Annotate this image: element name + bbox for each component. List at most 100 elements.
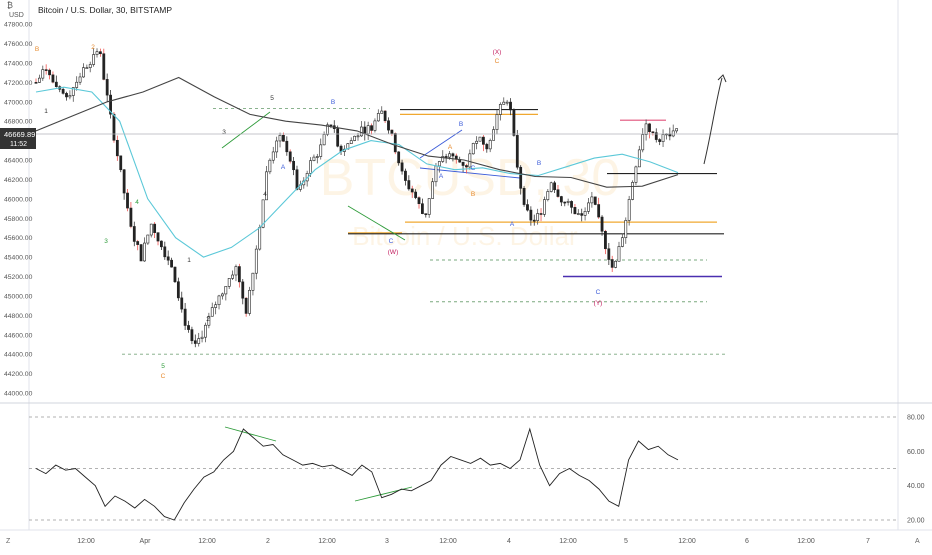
candle-body [519, 166, 523, 189]
candle-body [275, 140, 279, 153]
log-scale-toggle[interactable]: Z [6, 538, 11, 545]
candle [526, 199, 529, 212]
time-axis[interactable]: 12:00 Apr 12:00 2 12:00 3 12:00 4 12:00 5 12:00 6 12… [77, 538, 870, 545]
candle [427, 198, 431, 218]
candle [187, 320, 190, 333]
candle-body [51, 74, 55, 83]
candle-body [156, 232, 160, 242]
candle [153, 222, 157, 239]
candle [353, 135, 357, 142]
candle-body [410, 188, 414, 193]
candle-body [614, 260, 618, 268]
candle-body [68, 95, 72, 98]
candle [420, 198, 424, 215]
candle [112, 111, 116, 143]
ma-slow-line [35, 76, 679, 188]
candle [593, 196, 597, 206]
candle-body [102, 53, 106, 80]
time-tick-label: 3 [385, 538, 389, 545]
candle-body [112, 113, 116, 141]
candle-body [383, 110, 387, 122]
candle [122, 169, 126, 200]
wave-label: (W) [388, 249, 398, 256]
candle [65, 91, 68, 101]
trendline[interactable] [419, 129, 463, 159]
candle-body [292, 160, 296, 171]
candle-body [227, 278, 231, 287]
candle [265, 166, 268, 201]
candle-body [200, 336, 204, 339]
symbol-title[interactable]: Bitcoin / U.S. Dollar, 30, BITSTAMP [38, 5, 172, 15]
candle [648, 122, 651, 139]
price-tick-label: 47800.00 [4, 22, 33, 29]
candle-body [285, 140, 289, 153]
candle-body [282, 134, 285, 142]
candle-body [376, 113, 380, 122]
candle-body [543, 199, 546, 215]
candle [407, 175, 411, 191]
time-tick-label: 12:00 [198, 538, 216, 545]
price-tick-label: 45200.00 [4, 274, 33, 281]
candle-body [556, 189, 560, 197]
candle-body [251, 272, 255, 291]
candle [319, 138, 323, 160]
candle [492, 126, 495, 141]
candle-body [485, 144, 489, 150]
candle [295, 165, 299, 191]
candle-body [143, 242, 146, 262]
projection-arrow[interactable] [703, 74, 727, 165]
candle [75, 76, 79, 91]
trendline[interactable] [221, 111, 271, 149]
candle-body [658, 139, 662, 142]
candle [488, 138, 492, 153]
candle-body [207, 315, 211, 326]
candle [556, 185, 560, 198]
candle [559, 195, 563, 207]
candle [543, 196, 546, 217]
candle [51, 71, 55, 84]
trendline[interactable] [347, 205, 406, 241]
watermark-name: Bitcoin / U.S. Dollar [352, 221, 578, 251]
candle-body [387, 120, 390, 131]
candle-body [563, 201, 567, 204]
candle-body [309, 160, 312, 174]
candle [610, 255, 614, 272]
candle [634, 165, 638, 186]
rsi-pane: 20.00 40.00 60.00 80.00 [29, 415, 925, 525]
candle [410, 185, 414, 198]
candle-body [34, 82, 38, 84]
candle-body [373, 120, 377, 131]
candle [61, 87, 65, 95]
time-tick-label: Apr [140, 538, 152, 545]
candle-body [492, 129, 495, 141]
candle-body [295, 169, 299, 190]
candle-body [580, 213, 584, 216]
candle-body [288, 151, 292, 162]
trendline[interactable] [224, 426, 277, 442]
candle [482, 135, 485, 152]
candle-body [173, 266, 177, 283]
candle [624, 217, 628, 244]
candle [34, 78, 38, 84]
price-tick-label: 45000.00 [4, 293, 33, 300]
auto-scale-toggle[interactable]: A [915, 538, 920, 545]
candle [126, 189, 129, 212]
candle-body [566, 201, 570, 203]
candle [604, 229, 607, 255]
candle [671, 124, 675, 138]
candle-body [620, 237, 624, 247]
candle [248, 286, 251, 316]
candle [254, 245, 258, 280]
price-tick-label: 47400.00 [4, 60, 33, 67]
candle-body [597, 204, 601, 218]
candle [234, 264, 238, 282]
candle [292, 157, 296, 176]
wave-label: C [596, 289, 601, 296]
candle-body [329, 124, 333, 127]
candle [244, 297, 248, 317]
candle-body [532, 219, 536, 222]
candle-body [393, 133, 397, 153]
candle-body [65, 93, 68, 98]
price-badge-countdown: 11:52 [10, 141, 27, 148]
